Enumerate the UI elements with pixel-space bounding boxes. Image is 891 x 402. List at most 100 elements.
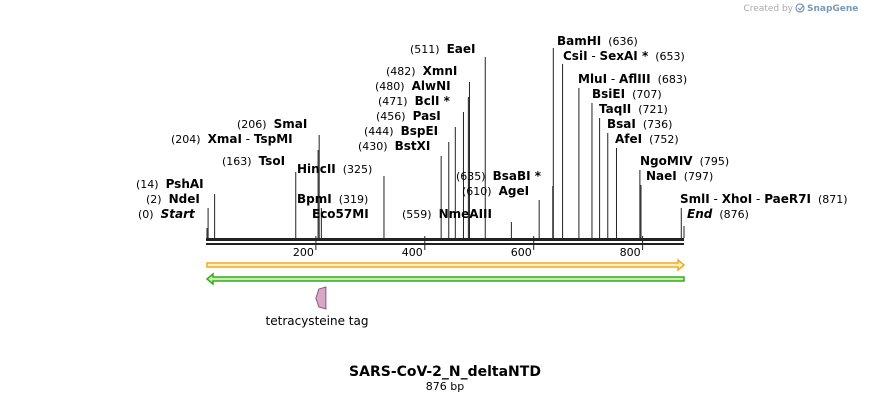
cut-site-bsabi[interactable]: (635) BsaBI * — [456, 169, 542, 183]
cut-site-label-xmni[interactable]: (482) XmnI — [386, 64, 457, 78]
feature-orange-orf[interactable] — [206, 258, 686, 272]
cut-site-bstxi[interactable]: (430) BstXI — [358, 139, 430, 153]
cut-site-bsai[interactable]: BsaI (736) — [607, 117, 672, 131]
cut-site-xmai[interactable]: (204) XmaI - TspMI — [171, 132, 293, 146]
cut-site-position: (721) — [638, 103, 668, 116]
cut-site-tsoi[interactable]: (163) TsoI — [222, 154, 285, 168]
cut-site-label-pshai[interactable]: (14) PshAI — [136, 177, 204, 191]
separator: - — [588, 49, 600, 63]
cut-site-label-bpmi[interactable]: BpmI (319) — [297, 192, 368, 206]
cut-site-label-csii[interactable]: CsiI - SexAI * (653) — [563, 49, 685, 63]
cut-site-csii[interactable]: CsiI - SexAI * (653) — [563, 49, 685, 63]
enzyme-name: BstXI — [395, 139, 431, 153]
ruler-tick-label: 200 — [293, 246, 314, 259]
cut-site-label-bsabi[interactable]: (635) BsaBI * — [456, 169, 542, 183]
cut-site-xmni[interactable]: (482) XmnI — [386, 64, 457, 78]
cut-site-label-ngomiv[interactable]: NgoMIV (795) — [640, 154, 729, 168]
separator: - — [242, 132, 254, 146]
cut-site-position: (482) — [386, 65, 416, 78]
separator: - — [607, 72, 619, 86]
feature-arrow[interactable] — [205, 272, 685, 286]
cut-site-label-eco57mi[interactable]: Eco57MI — [312, 207, 369, 221]
enzyme-name: AfeI — [615, 132, 642, 146]
cut-site-eco57mi[interactable]: Eco57MI — [312, 207, 369, 221]
cut-site-label-alwni[interactable]: (480) AlwNI — [375, 79, 451, 93]
cut-site-label-start[interactable]: (0) Start — [138, 207, 196, 221]
cut-site-start[interactable]: (0) Start — [138, 207, 196, 221]
cut-site-label-xmai[interactable]: (204) XmaI - TspMI — [171, 132, 293, 146]
cut-site-label-tsoi[interactable]: (163) TsoI — [222, 154, 285, 168]
cut-site-label-bspei[interactable]: (444) BspEI — [364, 124, 438, 138]
cut-site-bpmi[interactable]: BpmI (319) — [297, 192, 368, 206]
cut-site-position: (871) — [818, 193, 848, 206]
sequence-length: 876 bp — [426, 380, 464, 393]
feature-arrow[interactable] — [315, 286, 327, 310]
enzyme-name: HincII — [297, 162, 336, 176]
features-track: tetracysteine tag — [205, 258, 686, 328]
cut-site-position: (635) — [456, 170, 486, 183]
cut-site-position: (752) — [649, 133, 679, 146]
backbone-bottom-strand — [206, 243, 684, 245]
cut-site-afei[interactable]: AfeI (752) — [615, 132, 679, 146]
cut-site-taqii[interactable]: TaqII (721) — [599, 102, 668, 116]
cut-site-position: (14) — [136, 178, 159, 191]
cut-site-label-smli[interactable]: SmlI - XhoI - PaeR7I (871) — [680, 192, 848, 206]
cut-site-pasi[interactable]: (456) PasI — [376, 109, 441, 123]
cut-site-bspei[interactable]: (444) BspEI — [364, 124, 438, 138]
cut-site-label-bstxi[interactable]: (430) BstXI — [358, 139, 430, 153]
cut-site-smai[interactable]: (206) SmaI — [237, 117, 307, 131]
cut-site-label-bsiei[interactable]: BsiEI (707) — [592, 87, 662, 101]
enzyme-name: CsiI — [563, 49, 588, 63]
cut-site-hincii[interactable]: HincII (325) — [297, 162, 372, 176]
cut-site-label-afei[interactable]: AfeI (752) — [615, 132, 679, 146]
cut-site-bcli[interactable]: (471) BclI * — [378, 94, 451, 108]
cut-site-ngomiv[interactable]: NgoMIV (795) — [640, 154, 729, 168]
cut-site-label-end[interactable]: End (876) — [687, 207, 749, 221]
enzyme-name: XmaI — [208, 132, 242, 146]
enzyme-name: NaeI — [646, 169, 677, 183]
enzyme-name: BsaBI * — [493, 169, 542, 183]
cut-site-alwni[interactable]: (480) AlwNI — [375, 79, 451, 93]
cut-site-label-smai[interactable]: (206) SmaI — [237, 117, 307, 131]
cut-site-lines — [206, 48, 685, 238]
cut-site-label-bamhi[interactable]: BamHI (636) — [557, 34, 638, 48]
cut-site-pshai[interactable]: (14) PshAI — [136, 177, 204, 191]
cut-site-eaei[interactable]: (511) EaeI — [410, 42, 476, 56]
cut-site-position: (2) — [146, 193, 162, 206]
cut-site-label-bsai[interactable]: BsaI (736) — [607, 117, 672, 131]
cut-site-label-agei[interactable]: (610) AgeI — [462, 184, 529, 198]
cut-site-label-taqii[interactable]: TaqII (721) — [599, 102, 668, 116]
ruler: 200 400 600 800 — [293, 236, 644, 259]
cut-site-bamhi[interactable]: BamHI (636) — [557, 34, 638, 48]
cut-site-label-pasi[interactable]: (456) PasI — [376, 109, 441, 123]
cut-site-smli[interactable]: SmlI - XhoI - PaeR7I (871) — [680, 192, 848, 206]
cut-site-label-nmeaiii[interactable]: (559) NmeAIII — [402, 207, 492, 221]
cut-site-position: (204) — [171, 133, 201, 146]
cut-site-ndei[interactable]: (2) NdeI — [146, 192, 200, 206]
cut-site-nmeaiii[interactable]: (559) NmeAIII — [402, 207, 492, 221]
cut-site-position: (430) — [358, 140, 388, 153]
enzyme-name: XhoI — [722, 192, 753, 206]
enzyme-name: EaeI — [447, 42, 476, 56]
cut-site-end[interactable]: End (876) — [687, 207, 749, 221]
enzyme-name: Start — [161, 207, 196, 221]
cut-site-agei[interactable]: (610) AgeI — [462, 184, 529, 198]
sequence-backbone — [206, 238, 684, 245]
feature-label: tetracysteine tag — [266, 314, 369, 328]
cut-site-position: (795) — [700, 155, 730, 168]
cut-site-label-ndei[interactable]: (2) NdeI — [146, 192, 200, 206]
cut-site-bsiei[interactable]: BsiEI (707) — [592, 87, 662, 101]
cut-site-label-bcli[interactable]: (471) BclI * — [378, 94, 451, 108]
cut-site-label-hincii[interactable]: HincII (325) — [297, 162, 372, 176]
enzyme-name: PasI — [413, 109, 441, 123]
cut-site-label-mlui[interactable]: MluI - AflIII (683) — [578, 72, 687, 86]
cut-site-position: (456) — [376, 110, 406, 123]
cut-site-mlui[interactable]: MluI - AflIII (683) — [578, 72, 687, 86]
enzyme-name: End — [687, 207, 713, 221]
feature-green-orf[interactable] — [205, 272, 685, 286]
feature-tetracysteine-tag[interactable]: tetracysteine tag — [266, 286, 369, 328]
cut-site-naei[interactable]: NaeI (797) — [646, 169, 713, 183]
cut-site-label-eaei[interactable]: (511) EaeI — [410, 42, 476, 56]
feature-arrow[interactable] — [206, 258, 686, 272]
cut-site-label-naei[interactable]: NaeI (797) — [646, 169, 713, 183]
